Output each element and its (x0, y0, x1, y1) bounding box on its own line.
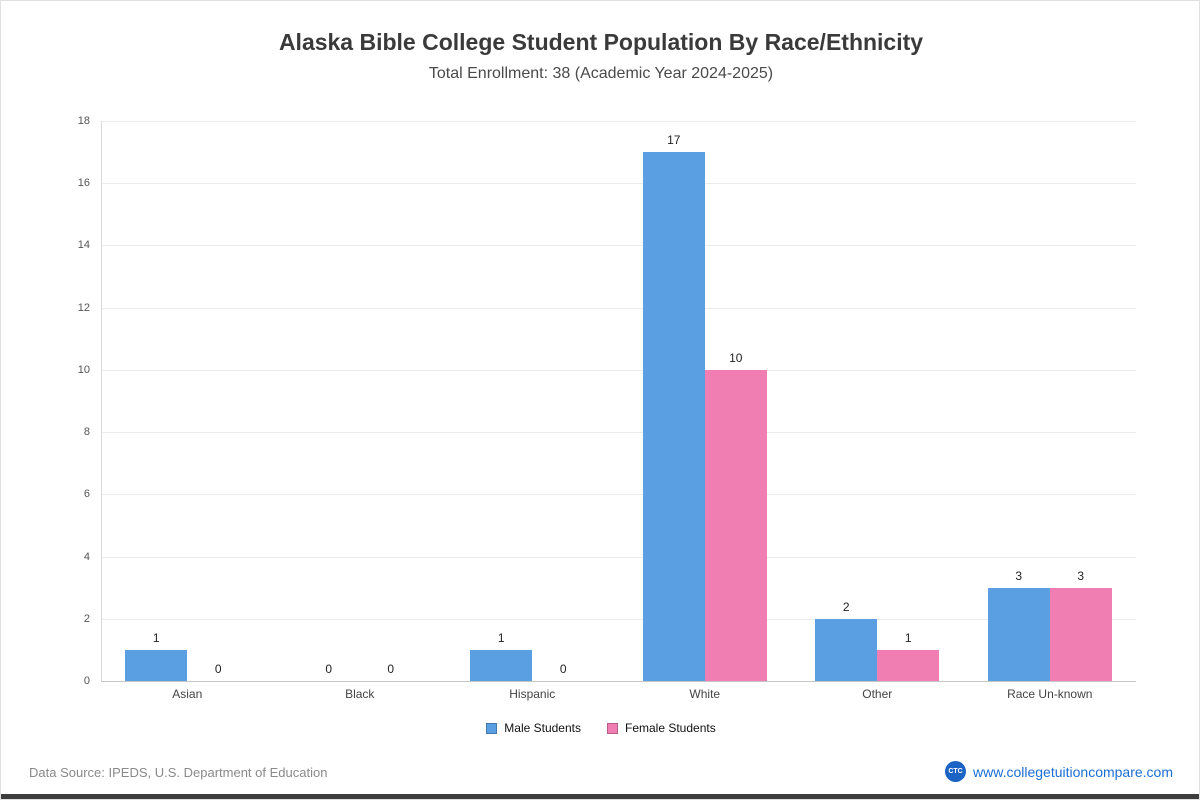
bar-female-white (704, 369, 767, 681)
legend-item-male-students[interactable]: Male Students (486, 721, 581, 735)
x-tick-label-black: Black (345, 687, 375, 701)
x-tick-label-asian: Asian (172, 687, 203, 701)
value-label-male-race-un-known: 3 (1015, 568, 1023, 583)
bar-male-race-un-known (987, 587, 1050, 681)
legend: Male Students Female Students (1, 721, 1199, 735)
gridline-12 (101, 307, 1136, 309)
chart-area (101, 121, 1136, 682)
value-label-male-black: 0 (325, 662, 333, 676)
value-label-male-hispanic: 1 (497, 630, 505, 645)
gridline-14 (101, 245, 1136, 247)
y-tick-label-16: 16 (77, 177, 90, 190)
y-tick-label-2: 2 (83, 612, 90, 625)
legend-item-female-students[interactable]: Female Students (607, 721, 716, 735)
website-link[interactable]: CTC www.collegetuitioncompare.com (945, 761, 1173, 782)
x-tick-label-white: White (689, 687, 721, 701)
legend-swatch-icon (486, 722, 498, 734)
bar-male-other (815, 618, 878, 681)
gridline-10 (101, 369, 1136, 371)
x-axis: Asian Black Hispanic White Other Race Un-know… (101, 687, 1136, 707)
chart-subtitle: Total Enrollment: 38 (Academic Year 2024… (428, 65, 774, 82)
gridline-18 (101, 121, 1136, 122)
value-label-male-other: 2 (842, 599, 850, 614)
gridline-2 (101, 618, 1136, 620)
value-label-female-black: 0 (387, 662, 395, 676)
y-tick-label-0: 0 (83, 675, 90, 687)
x-tick-label-race-un-known: Race Un-known (1007, 687, 1093, 701)
data-source-text: Data Source: IPEDS, U.S. Department of E… (29, 765, 328, 780)
ctc-logo-icon: CTC (945, 761, 967, 782)
value-label-female-asian: 0 (214, 662, 222, 676)
y-tick-label-10: 10 (77, 363, 90, 376)
bottom-border (1, 794, 1199, 799)
y-tick-label-14: 14 (77, 239, 90, 252)
legend-label: Male Students (504, 721, 581, 735)
y-tick-label-4: 4 (83, 550, 90, 563)
gridline-6 (101, 494, 1136, 496)
bar-male-asian (125, 649, 188, 681)
x-tick-label-hispanic: Hispanic (509, 687, 556, 701)
y-tick-label-6: 6 (83, 488, 90, 501)
gridline-8 (101, 432, 1136, 434)
gridline-0 (101, 681, 1136, 682)
gridline-4 (101, 556, 1136, 558)
x-tick-label-other: Other (862, 687, 893, 701)
bar-male-hispanic (470, 649, 533, 681)
bar-male-white (642, 152, 705, 681)
value-label-male-asian: 1 (152, 630, 160, 645)
y-tick-label-18: 18 (77, 115, 90, 127)
value-label-female-hispanic: 0 (559, 662, 567, 676)
value-label-female-other: 1 (904, 630, 912, 645)
bar-female-other (877, 649, 940, 681)
legend-swatch-icon (607, 722, 618, 734)
value-label-female-race-un-known: 3 (1077, 568, 1085, 583)
gridlines (101, 121, 1136, 682)
y-axis: 0 2 4 6 8 10 12 14 16 18 (56, 115, 96, 687)
plot-area: 1 0 0 0 1 0 17 10 2 1 3 3 (101, 121, 1136, 681)
gridline-16 (101, 183, 1136, 185)
value-label-female-white: 10 (729, 350, 743, 365)
y-axis-line (101, 121, 102, 681)
y-tick-label-8: 8 (83, 426, 90, 439)
legend-label: Female Students (625, 721, 716, 735)
value-label-male-white: 17 (667, 133, 681, 148)
y-tick-label-12: 12 (77, 301, 90, 314)
bar-female-race-un-known (1049, 587, 1112, 681)
chart-title: Alaska Bible College Student Population … (278, 29, 924, 55)
website-url[interactable]: www.collegetuitioncompare.com (973, 763, 1173, 780)
